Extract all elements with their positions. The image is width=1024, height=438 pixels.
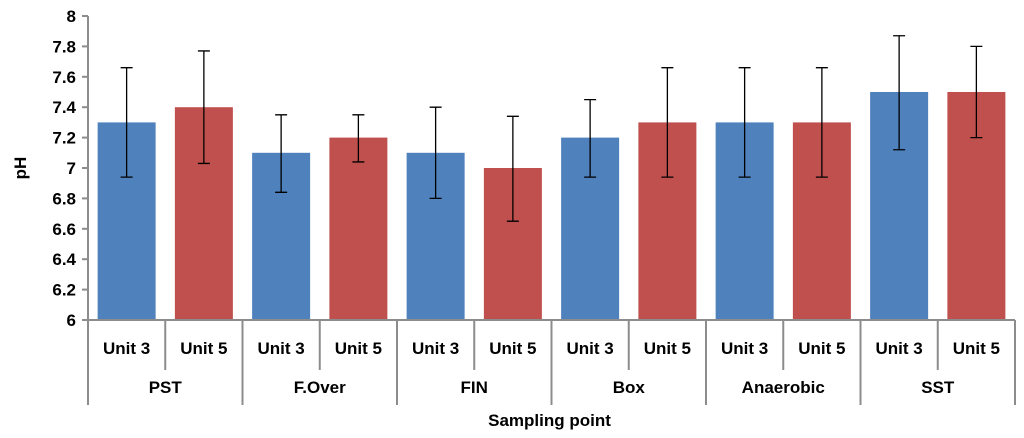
error-bar xyxy=(970,45,983,139)
y-tick-label: 6.2 xyxy=(52,281,76,300)
category-label: Unit 3 xyxy=(412,339,459,358)
error-bar xyxy=(584,98,597,178)
category-label: Unit 5 xyxy=(798,339,845,358)
category-label: Unit 3 xyxy=(258,339,305,358)
x-axis-title: Sampling point xyxy=(488,411,611,430)
error-bar xyxy=(893,35,906,151)
category-label: Unit 3 xyxy=(567,339,614,358)
error-bar xyxy=(429,106,442,200)
y-tick-label: 7.6 xyxy=(52,68,76,87)
category-label: Unit 5 xyxy=(180,339,227,358)
category-label: Unit 3 xyxy=(876,339,923,358)
y-tick-label: 7.4 xyxy=(52,98,76,117)
y-tick-label: 6.6 xyxy=(52,220,76,239)
category-label: Unit 3 xyxy=(103,339,150,358)
y-tick-label: 7.2 xyxy=(52,129,76,148)
y-tick-label: 6.4 xyxy=(52,250,76,269)
bars-layer xyxy=(97,92,1006,321)
y-tick-label: 7 xyxy=(67,159,76,178)
error-bar xyxy=(275,114,288,193)
error-bar xyxy=(197,50,210,165)
bar-f-over-unit-5 xyxy=(329,137,388,320)
group-label: SST xyxy=(921,378,955,397)
category-label: Unit 3 xyxy=(721,339,768,358)
y-tick-label: 6.8 xyxy=(52,189,76,208)
group-label: Box xyxy=(613,378,646,397)
labels-layer: 6 6.2 6.4 6.6 6.8 7 7.2 7.4 7.6 7.8 8 Unit 3 Unit 5 P… xyxy=(52,7,1000,397)
category-label: Unit 5 xyxy=(489,339,536,358)
group-label: FIN xyxy=(461,378,488,397)
group-label: PST xyxy=(149,378,183,397)
group-label: F.Over xyxy=(294,378,346,397)
error-bar xyxy=(506,115,519,222)
axes-layer xyxy=(82,15,1016,405)
y-tick-label: 8 xyxy=(67,7,76,26)
error-bar xyxy=(352,114,365,163)
error-bar xyxy=(661,67,674,178)
category-label: Unit 5 xyxy=(335,339,382,358)
group-label: Anaerobic xyxy=(742,378,825,397)
error-bar xyxy=(815,67,828,178)
error-bar xyxy=(738,67,751,178)
y-axis-title: pH xyxy=(11,157,30,180)
error-bar xyxy=(120,67,133,178)
y-tick-label: 7.8 xyxy=(52,37,76,56)
category-label: Unit 5 xyxy=(953,339,1000,358)
error-bars-layer xyxy=(120,35,983,222)
y-tick-label: 6 xyxy=(67,311,76,330)
category-label: Unit 5 xyxy=(644,339,691,358)
